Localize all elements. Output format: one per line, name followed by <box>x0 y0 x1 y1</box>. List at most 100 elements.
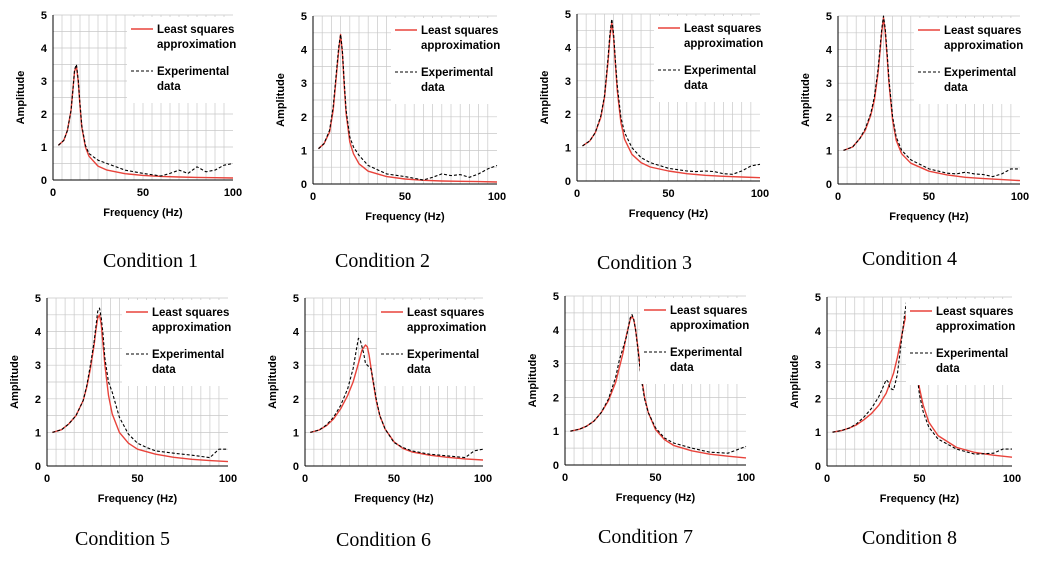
x-axis-title: Frequency (Hz) <box>354 493 434 505</box>
legend-label: Least squares <box>670 305 747 317</box>
y-axis-title: Amplitude <box>800 73 812 127</box>
x-tick-label: 100 <box>1011 191 1029 203</box>
legend-box <box>127 17 233 103</box>
y-tick-label: 0 <box>826 179 832 191</box>
y-tick-label: 4 <box>815 326 822 338</box>
series-least-squares-line <box>52 314 229 463</box>
y-tick-label: 5 <box>553 291 559 303</box>
y-tick-label: 5 <box>565 9 571 21</box>
y-tick-label: 0 <box>293 461 299 473</box>
legend-label: Least squares <box>684 23 761 35</box>
x-tick-label: 100 <box>488 191 506 203</box>
legend-label-cont: data <box>421 82 445 94</box>
legend-box <box>122 300 228 386</box>
x-tick-label: 100 <box>219 473 237 485</box>
x-tick-label: 50 <box>399 191 411 203</box>
y-tick-label: 3 <box>553 359 559 371</box>
x-tick-label: 0 <box>562 472 568 484</box>
y-tick-label: 0 <box>35 461 41 473</box>
caption-condition-7: Condition 7 <box>598 526 694 548</box>
legend-label: Experimental <box>157 66 229 78</box>
y-axis-title: Amplitude <box>267 355 279 409</box>
series-experimental-line <box>832 299 1012 455</box>
series-experimental-line <box>58 63 234 177</box>
y-tick-label: 2 <box>565 109 571 121</box>
y-axis-title: Amplitude <box>789 355 801 409</box>
x-axis-title: Frequency (Hz) <box>98 493 178 505</box>
legend-label-cont: approximation <box>936 321 1015 333</box>
caption-condition-2: Condition 2 <box>335 250 431 272</box>
y-tick-label: 4 <box>293 327 300 339</box>
series-experimental-line <box>570 314 747 454</box>
x-tick-label: 50 <box>137 187 149 199</box>
legend-box <box>377 300 483 386</box>
legend-label-cont: data <box>684 80 708 92</box>
x-axis-title: Frequency (Hz) <box>880 493 960 505</box>
y-tick-label: 1 <box>553 426 559 438</box>
y-tick-label: 4 <box>565 42 572 54</box>
legend-box <box>906 299 1012 385</box>
caption-condition-4: Condition 4 <box>862 248 958 270</box>
legend-label: Experimental <box>684 65 756 77</box>
caption-condition-1: Condition 1 <box>103 250 199 272</box>
caption-condition-5: Condition 5 <box>75 528 171 550</box>
legend: Least squares approximation Experimental da… <box>640 298 749 384</box>
y-tick-label: 0 <box>565 176 571 188</box>
x-tick-label: 0 <box>835 191 841 203</box>
legend-label: Experimental <box>670 347 742 359</box>
series-experimental-line <box>310 337 484 459</box>
y-tick-label: 2 <box>41 109 47 121</box>
x-tick-label: 100 <box>751 188 769 200</box>
x-tick-label: 0 <box>44 473 50 485</box>
y-tick-label: 2 <box>826 112 832 124</box>
legend-label-cont: approximation <box>944 40 1023 52</box>
legend-label-cont: approximation <box>670 320 749 332</box>
y-tick-label: 4 <box>35 327 42 339</box>
y-tick-label: 3 <box>35 360 41 372</box>
x-axis-title: Frequency (Hz) <box>103 207 183 219</box>
y-tick-label: 1 <box>41 142 47 154</box>
y-tick-label: 5 <box>826 11 832 23</box>
legend-label: Least squares <box>421 25 498 37</box>
y-tick-label: 4 <box>553 325 560 337</box>
y-tick-label: 5 <box>815 292 821 304</box>
legend-label: Least squares <box>936 306 1013 318</box>
legend-label-cont: data <box>157 81 181 93</box>
y-tick-label: 1 <box>565 143 571 155</box>
legend: Least squares approximation Experimental da… <box>377 300 486 386</box>
y-tick-label: 5 <box>301 11 307 23</box>
y-tick-label: 3 <box>565 76 571 88</box>
legend-label: Experimental <box>152 349 224 361</box>
legend-label-cont: data <box>944 82 968 94</box>
y-tick-label: 5 <box>293 293 299 305</box>
y-tick-label: 3 <box>301 78 307 90</box>
caption-condition-6: Condition 6 <box>336 529 432 551</box>
y-tick-label: 0 <box>815 461 821 473</box>
y-tick-label: 1 <box>293 427 299 439</box>
y-axis-title: Amplitude <box>15 71 27 125</box>
caption-condition-3: Condition 3 <box>597 252 693 274</box>
x-tick-label: 50 <box>913 473 925 485</box>
y-tick-label: 1 <box>301 145 307 157</box>
legend-label: Experimental <box>944 67 1016 79</box>
series-least-squares-line <box>310 344 484 461</box>
x-tick-label: 0 <box>574 188 580 200</box>
legend: Least squares approximation Experimental da… <box>122 300 231 386</box>
x-axis-title: Frequency (Hz) <box>616 492 696 504</box>
y-tick-label: 1 <box>815 427 821 439</box>
y-tick-label: 4 <box>301 45 308 57</box>
legend-label-cont: data <box>936 363 960 375</box>
y-tick-label: 3 <box>826 78 832 90</box>
legend-label-cont: data <box>152 364 176 376</box>
series-experimental-line <box>582 18 761 175</box>
x-tick-label: 0 <box>310 191 316 203</box>
y-tick-label: 4 <box>41 43 48 55</box>
x-tick-label: 0 <box>302 473 308 485</box>
x-tick-label: 50 <box>923 191 935 203</box>
x-tick-label: 100 <box>474 473 492 485</box>
